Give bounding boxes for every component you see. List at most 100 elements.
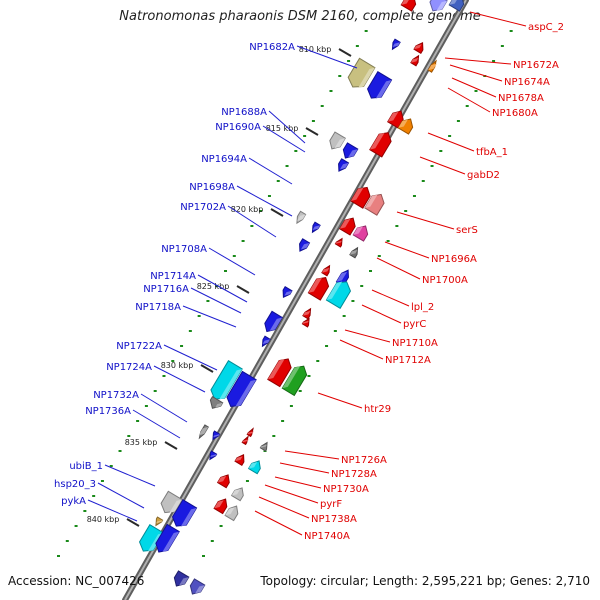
reverse-gene <box>267 358 292 388</box>
forward-gene <box>264 310 283 333</box>
gene-highlight <box>156 520 163 524</box>
tick-dot <box>210 540 214 542</box>
forward-gene <box>226 370 257 407</box>
scale-label: 840 kbp <box>87 515 120 524</box>
left-label-group: NP1682A NP1688A NP1690A NP1694A NP1698A NP170… <box>54 42 358 522</box>
gene-label-NP1726A: NP1726A <box>341 455 387 466</box>
forward-gene <box>391 38 401 51</box>
gene-label-NP1690A: NP1690A <box>215 122 261 133</box>
tick-dot <box>320 105 324 107</box>
gene-highlight <box>198 427 209 436</box>
gene-label-NP1722A: NP1722A <box>116 341 162 352</box>
label-leader <box>153 365 206 393</box>
gene-highlight <box>369 132 385 150</box>
gene-label-aspC_2: aspC_2 <box>528 22 564 33</box>
tick-dot <box>492 60 496 62</box>
tick-dot <box>500 45 504 47</box>
scale-tick <box>338 48 352 57</box>
reverse-gene <box>397 118 414 135</box>
tick-dot <box>329 90 333 92</box>
label-leader <box>97 482 145 509</box>
gene-block <box>138 524 165 552</box>
gene-label-NP1732A: NP1732A <box>93 390 139 401</box>
reverse-gene <box>413 41 424 55</box>
tick-dot <box>92 495 96 497</box>
reverse-gene <box>307 277 330 301</box>
tick-dot <box>127 435 131 437</box>
gene-block <box>267 358 292 388</box>
gene-label-NP1718A: NP1718A <box>135 302 181 313</box>
tick-dot <box>171 360 175 362</box>
gene-label-NP1728A: NP1728A <box>331 469 377 480</box>
gene-highlight <box>348 149 358 158</box>
gene-label-NP1714A: NP1714A <box>150 271 196 282</box>
gene-highlight <box>214 500 224 509</box>
reverse-gene <box>349 246 359 259</box>
gene-highlight <box>353 226 363 235</box>
gene-highlight <box>302 310 311 316</box>
tick-dot <box>342 315 346 317</box>
gene-highlight <box>349 249 358 255</box>
forward-gene <box>429 0 448 12</box>
scale-label: 835 kbp <box>125 438 158 447</box>
label-leader <box>264 484 319 504</box>
gene-highlight <box>234 456 243 462</box>
forward-gene <box>329 131 346 150</box>
gene-highlight <box>398 119 408 128</box>
reverse-gene <box>352 225 369 242</box>
scale-label: 810 kbp <box>299 45 332 54</box>
gene-label-hsp20_3: hsp20_3 <box>54 479 96 490</box>
gene-highlight <box>242 439 249 443</box>
label-leader <box>182 305 237 328</box>
label-leader <box>284 450 340 460</box>
label-leader <box>236 185 293 217</box>
gene-highlight <box>225 507 235 516</box>
scale-tick <box>270 208 284 217</box>
gene-highlight <box>219 368 243 400</box>
tick-dot <box>377 255 381 257</box>
reverse-gene <box>427 59 437 73</box>
forward-gene <box>261 335 271 348</box>
gene-label-NP1702A: NP1702A <box>180 202 226 213</box>
forward-gene <box>299 238 311 252</box>
label-leader <box>449 64 503 82</box>
tick-dot <box>83 510 87 512</box>
gene-highlight <box>339 162 349 170</box>
tick-dot <box>136 420 140 422</box>
label-leader <box>262 125 306 153</box>
gene-label-NP1710A: NP1710A <box>392 338 438 349</box>
reverse-gene <box>281 365 308 397</box>
gene-block <box>350 186 371 209</box>
forward-gene <box>338 158 350 172</box>
gene-highlight <box>215 402 223 408</box>
reverse-gene <box>400 0 417 12</box>
tick-dot <box>100 480 104 482</box>
label-leader <box>427 132 475 152</box>
label-leader <box>87 499 138 522</box>
tick-dot <box>285 165 289 167</box>
gene-label-NP1678A: NP1678A <box>498 93 544 104</box>
reverse-gene <box>325 281 352 309</box>
reverse-gene <box>369 132 392 158</box>
gene-highlight <box>267 359 285 380</box>
tick-dot <box>289 405 293 407</box>
gene-highlight <box>213 434 220 438</box>
tick-dot <box>250 225 254 227</box>
scale-tick <box>126 518 140 527</box>
tick-dot <box>206 300 210 302</box>
gene-highlight <box>312 225 321 231</box>
tick-dot <box>430 165 434 167</box>
gene-highlight <box>179 577 189 586</box>
label-leader <box>361 304 402 324</box>
gene-label-NP1682A: NP1682A <box>249 42 295 53</box>
forward-gene <box>296 210 307 225</box>
gene-highlight <box>169 499 183 513</box>
tick-dot <box>448 135 452 137</box>
tick-dot <box>404 210 408 212</box>
forward-gene <box>366 71 393 99</box>
label-leader <box>190 287 242 314</box>
tick-dot <box>465 105 469 107</box>
reverse-gene <box>213 498 228 515</box>
